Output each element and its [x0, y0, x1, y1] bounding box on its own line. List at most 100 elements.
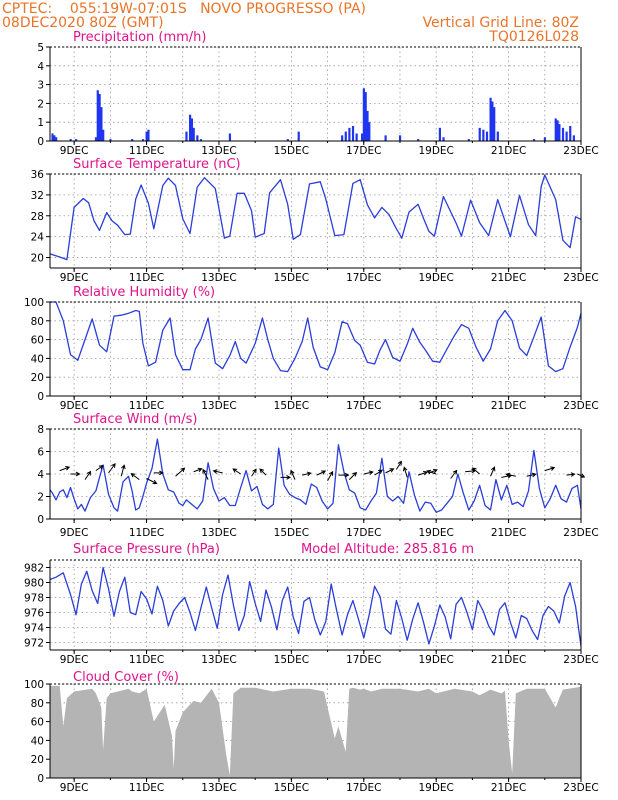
pressure-xtick-label: 19DEC [418, 654, 453, 666]
precipitation-bar [558, 124, 561, 141]
humidity-xtick-label: 23DEC [563, 400, 598, 412]
wind-vector-arrow [490, 466, 496, 477]
cloud-cover-ytick-label: 0 [37, 773, 44, 785]
wind-vector-arrow [338, 472, 350, 478]
precipitation-bar [360, 133, 364, 141]
pressure-ytick-label: 978 [24, 593, 44, 605]
humidity-xtick-label: 9DEC [60, 400, 89, 412]
precipitation-bar [478, 127, 481, 141]
humidity-xtick-label: 19DEC [418, 400, 453, 412]
pressure-xtick-label: 17DEC [346, 654, 381, 666]
wind-xtick-label: 9DEC [60, 527, 89, 539]
model-altitude-label: Model Altitude: 285.816 m [301, 542, 474, 557]
pressure-xtick-label: 13DEC [201, 654, 236, 666]
precipitation-bar [364, 92, 367, 141]
wind-vector-arrow [120, 464, 126, 477]
precipitation-bar [398, 135, 402, 141]
wind-xtick-label: 23DEC [563, 527, 598, 539]
precipitation-bar [543, 137, 546, 141]
precipitation-bar [467, 139, 470, 141]
wind-vector-arrow [251, 468, 257, 477]
precipitation-bar [185, 131, 188, 141]
wind-vector-arrow [385, 468, 395, 474]
precipitation-bar [485, 131, 489, 141]
wind-vector-arrow [327, 470, 334, 481]
precipitation-bar [561, 127, 565, 141]
wind-vector-arrow [130, 472, 140, 481]
wind-vector-arrow [95, 465, 104, 472]
precipitation-xtick-label: 23DEC [563, 145, 598, 157]
precipitation-xtick-label: 19DEC [418, 145, 453, 157]
precipitation-xtick-label: 13DEC [201, 145, 236, 157]
precipitation-ytick-label: 5 [37, 42, 44, 54]
wind-ytick-label: 6 [37, 447, 44, 459]
precipitation-bar [53, 135, 56, 141]
temperature-ytick-label: 28 [31, 211, 44, 223]
header-date: 08DEC2020 80Z (GMT) [2, 15, 164, 31]
humidity-panel: 0 20 40 60 80 100 9DEC 11DEC 13DEC 15DEC 17DEC 19DE… [24, 297, 599, 412]
wind-xtick-label: 17DEC [346, 527, 381, 539]
wind-vector-arrow [402, 466, 408, 478]
header-model: TQ0126L028 [488, 29, 579, 45]
precipitation-bar [572, 135, 575, 141]
wind-vector-arrow [566, 472, 576, 477]
precipitation-bar [341, 135, 344, 141]
humidity-xtick-label: 15DEC [274, 400, 309, 412]
temperature-xtick-label: 13DEC [201, 272, 236, 284]
precipitation-bar [286, 139, 289, 141]
pressure-ytick-label: 976 [24, 608, 44, 620]
cloud-cover-ytick-label: 40 [31, 735, 44, 747]
precipitation-bar [362, 88, 365, 141]
humidity-ytick-label: 20 [31, 372, 44, 384]
precipitation-bar [188, 114, 192, 141]
precipitation-bar [366, 110, 369, 141]
precipitation-bar [131, 139, 134, 141]
precipitation-panel: 0 1 2 3 4 5 9DEC 11DEC 13DEC 15DEC 17DEC 19DEC 21DEC… [37, 42, 598, 157]
precipitation-bar [100, 107, 103, 141]
cloud-cover-ytick-label: 20 [31, 754, 44, 766]
humidity-ytick-label: 0 [37, 391, 44, 403]
wind-vector-arrow [363, 470, 374, 476]
pressure-xtick-label: 15DEC [274, 654, 309, 666]
wind-vector-arrow [84, 470, 92, 480]
cloud-cover-xtick-label: 15DEC [274, 782, 309, 794]
pressure-xtick-label: 11DEC [129, 654, 164, 666]
wind-vector-arrow [374, 469, 384, 476]
wind-ytick-label: 4 [37, 469, 44, 481]
precipitation-bar [482, 129, 485, 141]
temperature-panel: 20 24 28 32 36 9DEC 11DEC 13DEC 15DEC 17DEC 19DEC 2… [31, 169, 599, 284]
precipitation-bar [190, 118, 194, 141]
precipitation-bar [55, 137, 58, 141]
cloud-cover-xtick-label: 9DEC [60, 782, 89, 794]
precipitation-bar [489, 97, 492, 141]
precipitation-bar [94, 137, 98, 141]
precipitation-bar [145, 131, 148, 141]
precipitation-ytick-label: 4 [37, 61, 44, 73]
wind-vector-arrow [395, 460, 402, 470]
temperature-xtick-label: 9DEC [60, 272, 89, 284]
pressure-series-line [49, 566, 582, 647]
wind-vector-arrow [544, 466, 556, 472]
precipitation-title: Precipitation (mm/h) [73, 30, 206, 45]
precipitation-ytick-label: 0 [37, 136, 44, 148]
wind-series-line [49, 438, 582, 513]
precipitation-bar [438, 127, 442, 141]
cloud-cover-ytick-label: 60 [31, 717, 44, 729]
precipitation-bar [297, 131, 300, 141]
pressure-ytick-label: 982 [24, 563, 44, 575]
precipitation-bar [532, 139, 536, 141]
precipitation-bar [196, 135, 199, 141]
wind-panel: 0 2 4 6 8 9DEC 11DEC 13DEC 15DEC 17DEC 19DEC 21DEC 2… [37, 424, 598, 539]
humidity-xtick-label: 17DEC [346, 400, 381, 412]
precipitation-bar [96, 90, 99, 141]
precipitation-bar [98, 94, 101, 141]
pressure-panel: 972 974 976 978 980 982 9DEC 11DEC 13DEC 15DEC 17D… [24, 559, 599, 666]
precipitation-bar [147, 129, 150, 141]
wind-vector-arrow [302, 471, 312, 477]
pressure-ytick-label: 972 [24, 638, 44, 650]
temperature-xtick-label: 19DEC [418, 272, 453, 284]
cloud-cover-ytick-label: 80 [31, 698, 44, 710]
cloud-cover-xtick-label: 17DEC [346, 782, 381, 794]
humidity-xtick-label: 21DEC [491, 400, 526, 412]
